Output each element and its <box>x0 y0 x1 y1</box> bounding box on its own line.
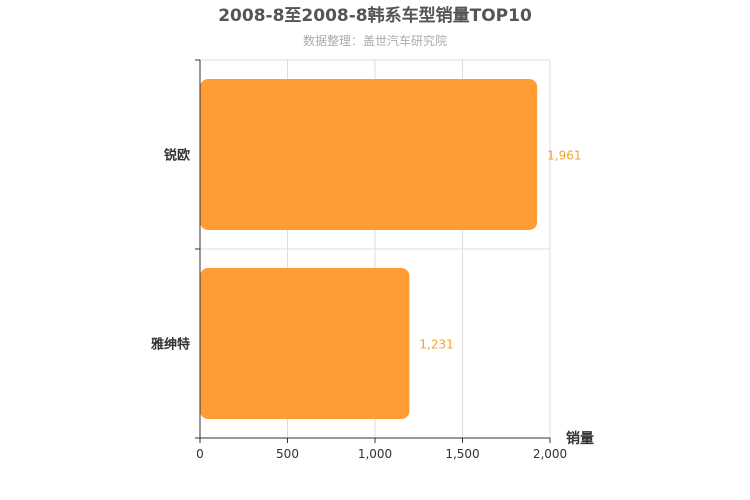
chart-subtitle: 数据整理：盖世汽车研究院 <box>303 33 447 48</box>
x-axis-title: 销量 <box>566 430 594 447</box>
x-tick-label-4: 2,000 <box>533 447 567 461</box>
bar-1 <box>200 268 410 419</box>
chart-title: 2008-8至2008-8韩系车型销量TOP10 <box>218 5 532 26</box>
category-label-1: 雅绅特 <box>151 337 190 353</box>
value-label-0: 1,961 <box>547 149 581 163</box>
value-label-1: 1,231 <box>419 338 453 352</box>
x-tick-label-0: 0 <box>196 447 204 461</box>
x-tick-label-3: 1,500 <box>445 447 479 461</box>
axes: 0 500 1,000 1,500 2,000 <box>195 59 567 461</box>
bars: 锐欧 1,961 雅绅特 1,231 <box>151 79 582 419</box>
bar-0 <box>200 79 538 230</box>
category-label-0: 锐欧 <box>164 148 190 164</box>
x-tick-label-1: 500 <box>276 447 299 461</box>
x-tick-label-2: 1,000 <box>358 447 392 461</box>
